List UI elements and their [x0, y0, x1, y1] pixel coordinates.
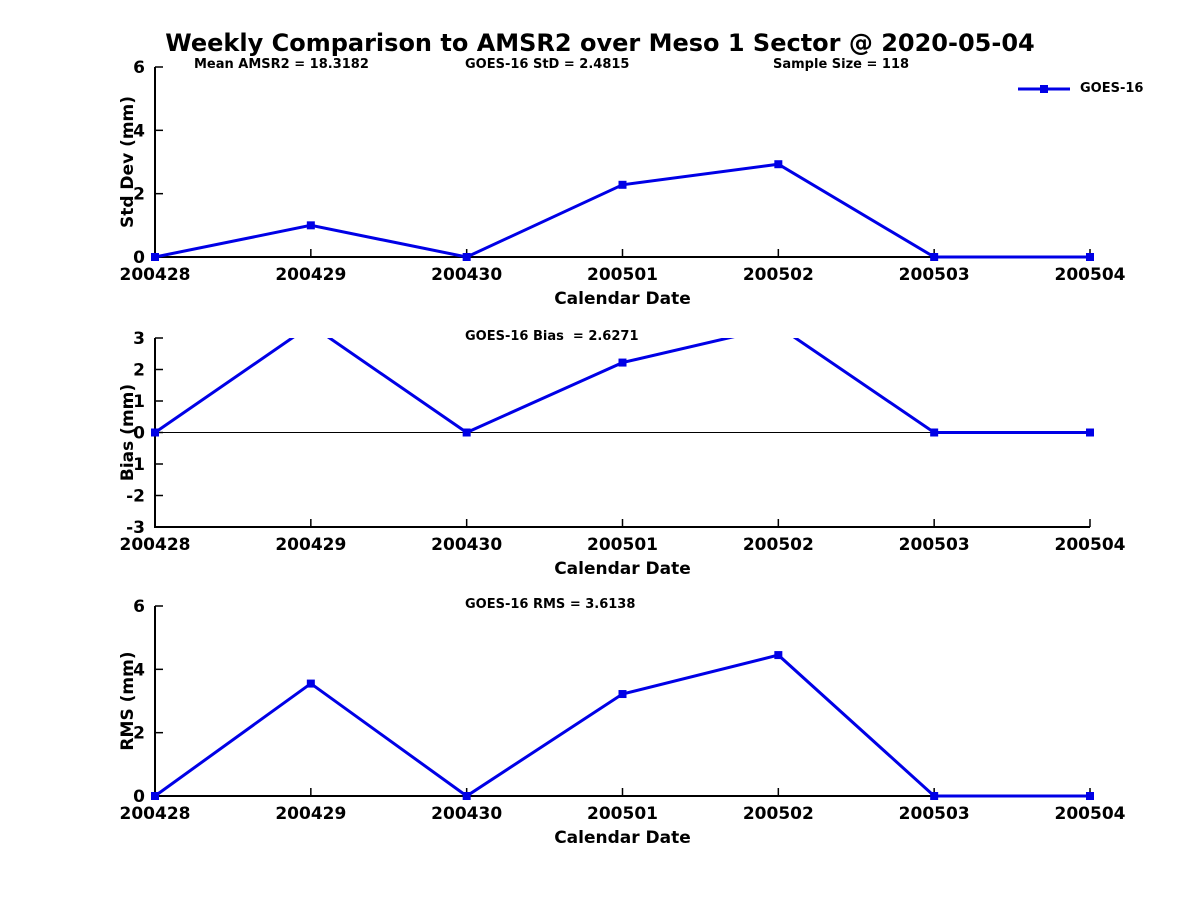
- x-tick-label: 200502: [743, 265, 814, 285]
- y-tick-label: 0: [133, 787, 145, 807]
- annotation-sample-size: Sample Size = 118: [773, 57, 910, 72]
- x-tick-label: 200501: [587, 804, 658, 824]
- data-marker: [151, 792, 159, 800]
- y-tick-label: 2: [133, 361, 145, 381]
- annotation-goes16-std: GOES-16 StD = 2.4815: [465, 57, 630, 72]
- data-marker: [151, 428, 159, 437]
- data-line: [154, 338, 1090, 435]
- y-tick-label: 4: [133, 660, 145, 680]
- x-tick-label: 200502: [743, 804, 814, 824]
- y-tick-label: 2: [133, 185, 145, 205]
- x-tick-label: 200502: [743, 535, 814, 555]
- y-tick-label: -2: [126, 487, 145, 507]
- legend-series-label: GOES-16: [1080, 81, 1144, 96]
- x-tick-label: 200503: [899, 535, 970, 555]
- data-line: [154, 162, 1090, 259]
- y-tick-label: 0: [133, 424, 145, 444]
- x-axis-label: Calendar Date: [554, 289, 691, 309]
- x-tick-label: 200430: [431, 265, 502, 285]
- data-marker: [774, 160, 783, 169]
- data-marker: [930, 428, 939, 437]
- data-marker: [462, 253, 471, 261]
- annotation-goes16-rms: GOES-16 RMS = 3.6138: [465, 597, 636, 612]
- data-marker: [1086, 253, 1094, 261]
- data-marker: [462, 428, 471, 437]
- data-marker: [930, 792, 939, 800]
- std-dev-subplot: 0 2 4 6 200428 200429 200430 200501 200502 200503…: [118, 58, 1126, 309]
- y-tick-label: 3: [133, 329, 145, 349]
- x-tick-label: 200503: [899, 804, 970, 824]
- x-tick-label: 200504: [1055, 535, 1126, 555]
- x-axis-label: Calendar Date: [554, 559, 691, 579]
- y-tick-label: 0: [133, 248, 145, 268]
- x-tick-label: 200429: [275, 535, 346, 555]
- annotation-goes16-bias: GOES-16 Bias = 2.6271: [465, 329, 639, 344]
- annotation-mean-amsr2: Mean AMSR2 = 18.3182: [194, 57, 369, 72]
- x-tick-label: 200503: [899, 265, 970, 285]
- data-marker: [151, 253, 159, 261]
- data-marker: [930, 253, 939, 261]
- x-tick-label: 200429: [275, 265, 346, 285]
- figure-title: Weekly Comparison to AMSR2 over Meso 1 S…: [165, 29, 1035, 57]
- y-axis-label: Std Dev (mm): [118, 96, 138, 228]
- x-tick-label: 200428: [120, 265, 191, 285]
- x-tick-label: 200430: [431, 535, 502, 555]
- data-marker: [1086, 428, 1094, 437]
- x-tick-label: 200429: [275, 804, 346, 824]
- data-marker: [774, 651, 783, 660]
- x-tick-label: 200504: [1055, 804, 1126, 824]
- data-line: [154, 653, 1090, 798]
- y-tick-label: 1: [133, 392, 145, 412]
- data-marker: [462, 792, 471, 800]
- x-tick-label: 200501: [587, 535, 658, 555]
- data-marker: [618, 690, 627, 699]
- data-marker: [306, 679, 315, 688]
- x-tick-label: 200501: [587, 265, 658, 285]
- x-axis-label: Calendar Date: [554, 828, 691, 848]
- data-marker: [618, 358, 627, 367]
- rms-subplot: 0 2 4 6 200428 200429 200430 200501 200502 200503…: [118, 597, 1126, 848]
- y-tick-label: 4: [133, 121, 145, 141]
- legend-line-icon: [1018, 84, 1070, 93]
- y-tick-label: 6: [133, 58, 145, 78]
- legend: GOES-16: [1016, 81, 1143, 96]
- y-tick-label: -1: [126, 455, 145, 475]
- x-tick-label: 200428: [120, 804, 191, 824]
- y-axis-label: Bias (mm): [118, 384, 138, 481]
- data-marker: [1086, 792, 1094, 800]
- y-tick-label: 6: [133, 597, 145, 617]
- x-tick-label: 200428: [120, 535, 191, 555]
- x-tick-label: 200504: [1055, 265, 1126, 285]
- y-axis-label: RMS (mm): [118, 651, 138, 750]
- data-marker: [618, 180, 627, 189]
- y-tick-label: 2: [133, 724, 145, 744]
- data-marker: [306, 221, 315, 230]
- x-tick-label: 200430: [431, 804, 502, 824]
- y-tick-label: -3: [126, 518, 145, 538]
